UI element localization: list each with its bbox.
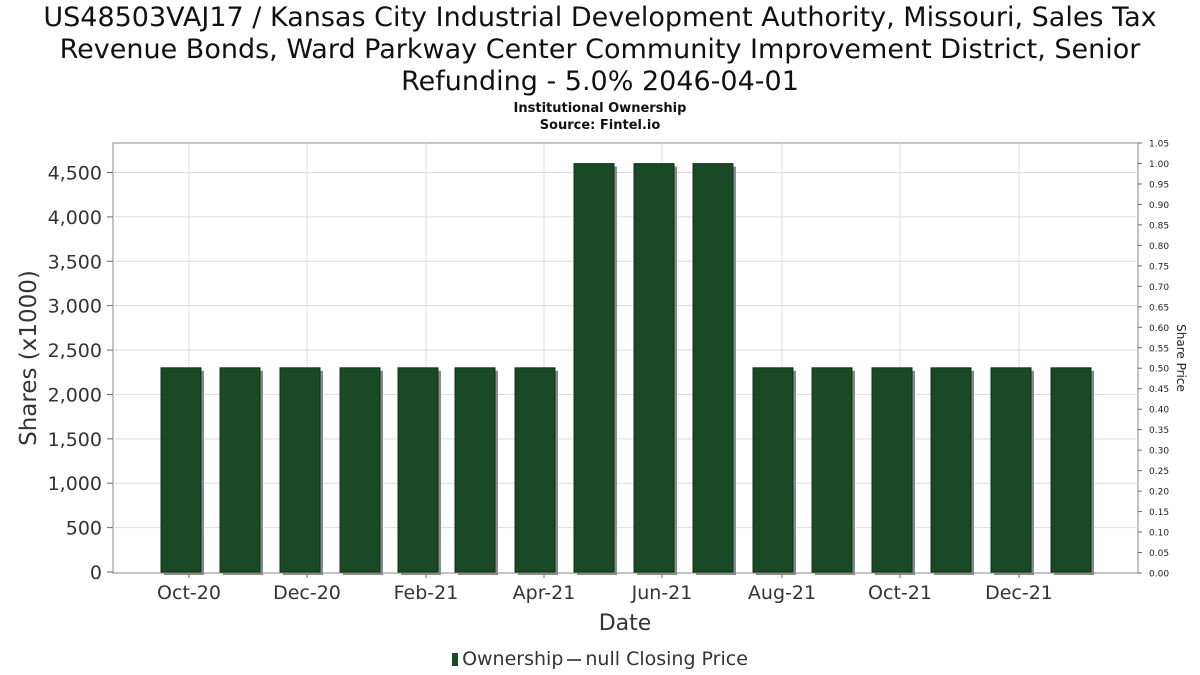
x-tick-label: Apr-21 xyxy=(513,582,576,604)
price-legend-swatch xyxy=(567,658,582,661)
ownership-bar xyxy=(160,367,202,573)
ownership-bar xyxy=(752,367,794,573)
ownership-bar xyxy=(397,367,439,573)
ownership-bar xyxy=(990,367,1032,573)
y2-tick-label: 0.25 xyxy=(1149,467,1169,477)
y2-tick-label: 0.00 xyxy=(1149,570,1169,580)
y2-tick-label: 0.30 xyxy=(1149,447,1169,457)
y2-tick-label: 0.40 xyxy=(1149,406,1169,416)
y-tick-label: 500 xyxy=(66,518,102,540)
y2-axis-title: Share Price xyxy=(1174,324,1188,392)
y2-tick-label: 0.45 xyxy=(1149,385,1169,395)
price-legend-label: null Closing Price xyxy=(585,648,748,670)
y2-tick-label: 0.35 xyxy=(1149,426,1169,436)
y2-tick-label: 0.70 xyxy=(1149,283,1169,293)
y2-tick-label: 0.10 xyxy=(1149,529,1169,539)
y-tick-label: 3,500 xyxy=(48,251,102,273)
ownership-bar xyxy=(692,163,734,573)
y2-tick-label: 1.05 xyxy=(1149,140,1169,150)
ownership-bar xyxy=(871,367,913,573)
x-tick-label: Aug-21 xyxy=(748,582,816,604)
plot-area xyxy=(112,142,1139,574)
ownership-bar xyxy=(633,163,675,573)
ownership-bar xyxy=(573,163,615,573)
y-tick-label: 0 xyxy=(90,562,102,584)
ownership-bar xyxy=(339,367,381,573)
y2-tick-label: 0.95 xyxy=(1149,180,1169,190)
ownership-bar xyxy=(219,367,261,573)
y2-tick-label: 0.80 xyxy=(1149,242,1169,252)
y2-tick-label: 1.00 xyxy=(1149,160,1169,170)
x-tick-label: Dec-20 xyxy=(273,582,341,604)
y2-tick-label: 0.55 xyxy=(1149,344,1169,354)
y-tick-label: 1,500 xyxy=(48,429,102,451)
subtitle-ownership: Institutional Ownership xyxy=(513,101,687,116)
ownership-bar xyxy=(1050,367,1092,573)
ownership-legend-label: Ownership xyxy=(462,648,564,670)
y-tick-label: 2,500 xyxy=(48,340,102,362)
y-tick-label: 4,000 xyxy=(48,207,102,229)
x-axis-title: Date xyxy=(599,611,652,636)
ownership-bar xyxy=(514,367,556,573)
y-tick-label: 1,000 xyxy=(48,473,102,495)
x-tick-label: Dec-21 xyxy=(985,582,1053,604)
ownership-bar xyxy=(930,367,972,573)
y2-tick-label: 0.15 xyxy=(1149,508,1169,518)
x-tick-label: Oct-21 xyxy=(868,582,932,604)
x-tick-label: Feb-21 xyxy=(394,582,459,604)
chart-legend: Ownership null Closing Price xyxy=(0,647,1200,671)
y2-tick-label: 0.05 xyxy=(1149,549,1169,559)
y2-tick-label: 0.65 xyxy=(1149,303,1169,313)
x-tick-label: Oct-20 xyxy=(157,582,221,604)
y2-tick-label: 0.85 xyxy=(1149,221,1169,231)
ownership-legend-swatch xyxy=(452,653,459,666)
chart-subtitle: Institutional Ownership Source: Fintel.i… xyxy=(0,100,1200,134)
x-tick-label: Jun-21 xyxy=(631,582,693,604)
y-tick-label: 3,000 xyxy=(48,296,102,318)
y-tick-label: 4,500 xyxy=(48,163,102,185)
y2-tick-label: 0.75 xyxy=(1149,262,1169,272)
y2-tick-label: 0.90 xyxy=(1149,201,1169,211)
ownership-bar xyxy=(454,367,496,573)
ownership-bar xyxy=(279,367,321,573)
y-tick-label: 2,000 xyxy=(48,384,102,406)
subtitle-source: Source: Fintel.io xyxy=(539,118,661,133)
chart-title: US48503VAJ17 / Kansas City Industrial De… xyxy=(43,2,1157,97)
y2-tick-label: 0.20 xyxy=(1149,488,1169,498)
y2-tick-label: 0.50 xyxy=(1149,365,1169,375)
y2-tick-label: 0.60 xyxy=(1149,324,1169,334)
ownership-bar xyxy=(811,367,853,573)
y-axis-title: Shares (x1000) xyxy=(16,270,42,446)
